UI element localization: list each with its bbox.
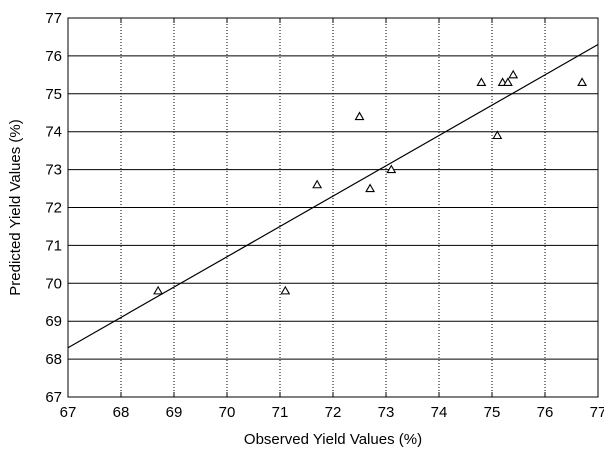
y-tick-label: 72 [45, 200, 62, 217]
x-tick-label: 75 [484, 404, 501, 421]
data-point [354, 111, 365, 121]
y-tick-label: 70 [45, 275, 62, 292]
data-point [280, 285, 291, 295]
y-tick-label: 77 [45, 10, 62, 27]
y-tick-label: 74 [45, 124, 62, 141]
y-tick-label: 68 [45, 351, 62, 368]
data-point [492, 130, 503, 140]
x-tick-label: 71 [272, 404, 289, 421]
data-point [577, 77, 588, 86]
data-point [386, 164, 397, 174]
x-tick-label: 72 [325, 404, 342, 421]
y-tick-label: 75 [45, 86, 62, 103]
plot-frame [67, 17, 599, 398]
x-tick-label: 76 [537, 404, 554, 421]
data-points [153, 69, 588, 295]
x-tick-label: 67 [60, 404, 77, 421]
x-tick-labels: 67 68 69 70 71 72 73 74 75 76 77 [60, 404, 604, 421]
y-tick-label: 69 [45, 313, 62, 330]
fit-line [67, 44, 599, 349]
x-tick-label: 69 [166, 404, 183, 421]
data-point [508, 69, 519, 79]
y-axis-title: Predicted Yield Values (%) [7, 119, 24, 295]
y-tick-label: 71 [45, 237, 62, 254]
data-point [502, 77, 513, 86]
x-tick-label: 73 [378, 404, 395, 421]
data-point [153, 285, 164, 295]
data-point [476, 77, 487, 86]
grid [67, 18, 599, 397]
x-tick-label: 74 [431, 404, 448, 421]
y-tick-labels: 67 68 69 70 71 72 73 74 75 76 77 [45, 10, 62, 406]
y-tick-label: 67 [45, 389, 62, 406]
y-tick-label: 73 [45, 162, 62, 179]
x-tick-label: 77 [590, 404, 604, 421]
x-axis-title: Observed Yield Values (%) [244, 431, 422, 448]
y-tick-label: 76 [45, 48, 62, 65]
data-point [365, 183, 376, 193]
x-tick-label: 68 [113, 404, 130, 421]
data-point [312, 179, 323, 189]
x-tick-label: 70 [219, 404, 236, 421]
fit-line-group [67, 44, 599, 349]
